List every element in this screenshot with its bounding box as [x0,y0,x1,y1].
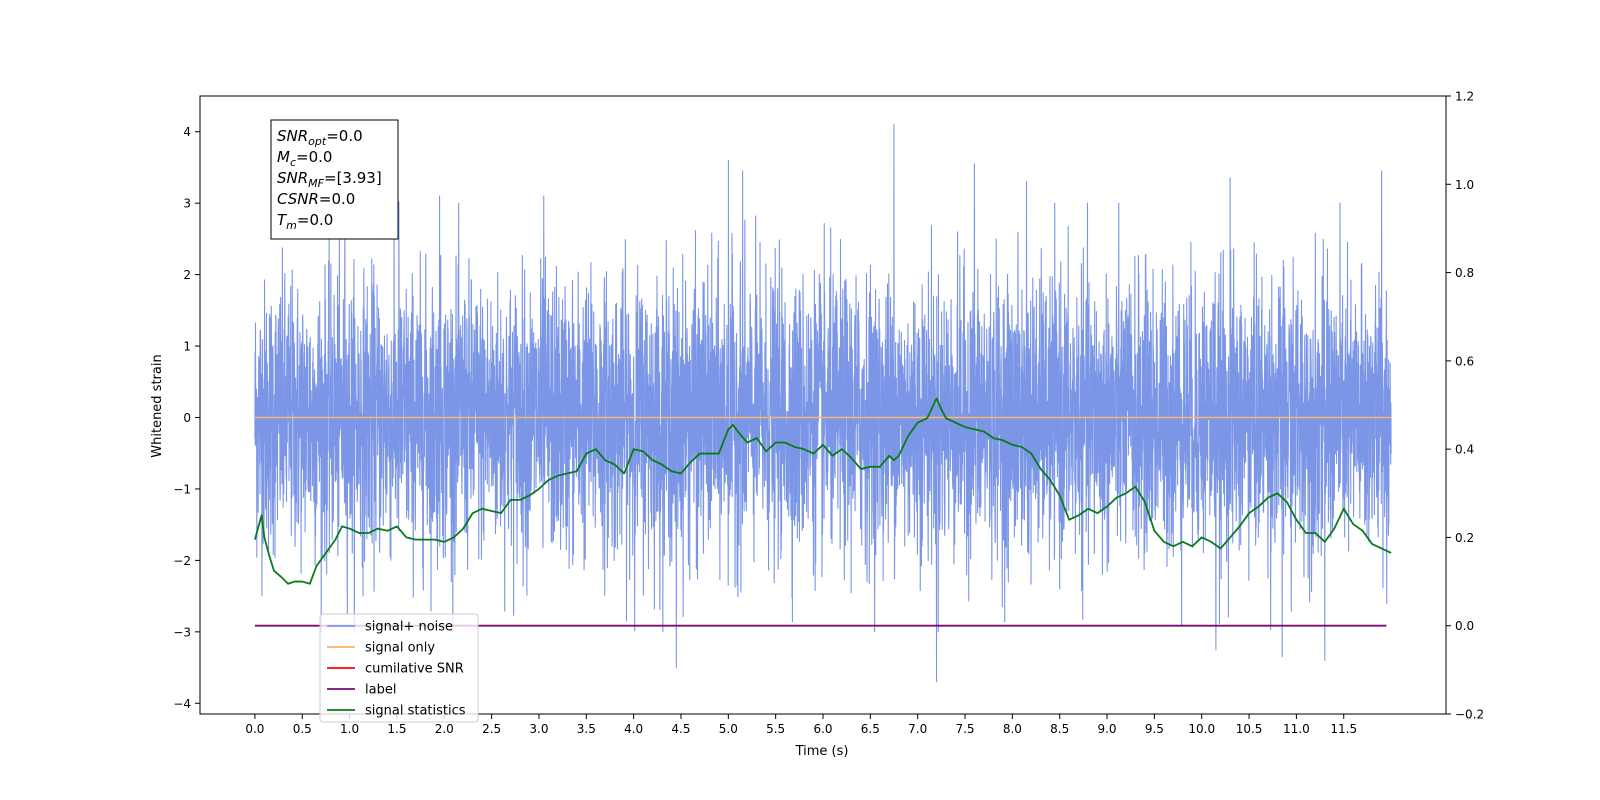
x-tick-label: 9.0 [1097,722,1116,736]
x-tick-label: 1.5 [387,722,406,736]
legend-entry: label [365,683,396,698]
y2-tick-label: 1.2 [1455,90,1474,104]
x-tick-label: 11.0 [1283,722,1310,736]
x-tick-label: 6.5 [861,722,880,736]
annotation-subscript: c [290,156,296,169]
x-tick-label: 1.0 [340,722,359,736]
annotation-line: CSNR=0.0 [277,190,355,208]
y-axis-right: 1.2 1.0 0.8 0.6 0.4 0.2 0.0 −0.2 [1446,90,1484,722]
annotation-symbol: SNR [277,127,308,145]
annotation-line: SNRMF=[3.93] [277,169,382,190]
legend-entry: signal only [365,641,435,656]
y2-tick-label: 0.6 [1455,354,1474,368]
annotation-line: Mc=0.0 [277,148,332,169]
y2-tick-label: −0.2 [1455,708,1484,722]
legend: signal+ noise signal only cumilative SNR la… [319,613,479,723]
annotation-symbol: T [277,211,288,229]
annotation-symbol: SNR [277,169,308,187]
series-signal-noise-line [254,124,1392,683]
annotation-symbol: M [277,148,290,166]
annotation-value: =[3.93] [324,169,382,187]
series-signal-statistics-line [254,397,1392,585]
y2-tick-label: 1.0 [1455,178,1474,192]
legend-entry: cumilative SNR [365,662,464,677]
annotation-subscript: m [286,219,297,232]
y-tick-label: −3 [173,625,191,639]
x-axis: 0.0 0.5 1.0 1.5 2.0 2.5 3.0 3.5 4.0 4.5 5.0 5.5 6.0 6… [245,714,1357,736]
x-axis-label: Time (s) [795,744,849,759]
x-tick-label: 6.0 [813,722,832,736]
x-tick-label: 5.0 [719,722,738,736]
x-tick-label: 7.5 [955,722,974,736]
annotation-subscript: opt [308,135,327,148]
x-tick-label: 10.5 [1236,722,1263,736]
x-tick-label: 3.0 [529,722,548,736]
annotation-line: SNRopt=0.0 [277,127,363,148]
y2-tick-label: 0.8 [1455,266,1474,280]
x-tick-label: 4.0 [624,722,643,736]
x-tick-label: 4.5 [671,722,690,736]
x-tick-label: 10.0 [1188,722,1215,736]
x-tick-label: 3.5 [577,722,596,736]
y-tick-label: −1 [173,482,191,496]
x-tick-label: 7.0 [908,722,927,736]
y2-tick-label: 0.0 [1455,619,1474,633]
y-tick-label: 2 [183,268,191,282]
legend-frame [319,613,479,723]
x-tick-label: 11.5 [1330,722,1357,736]
x-tick-label: 0.5 [293,722,312,736]
y-axis-label: Whitened strain [150,354,165,457]
y-tick-label: 4 [183,125,191,139]
y-axis-left: 4 3 2 1 0 −1 −2 −3 −4 [173,125,200,711]
y-tick-label: −2 [173,554,191,568]
annotation-symbol: CSNR [277,190,319,208]
x-tick-label: 8.0 [1003,722,1022,736]
y-tick-label: −4 [173,697,191,711]
annotation-value: =0.0 [296,148,332,166]
y2-tick-label: 0.2 [1455,531,1474,545]
annotation-line: Tm=0.0 [277,211,333,232]
x-tick-label: 5.5 [766,722,785,736]
x-tick-label: 8.5 [1050,722,1069,736]
x-tick-label: 0.0 [245,722,264,736]
annotation-value: =0.0 [319,190,355,208]
annotation-box: SNRopt=0.0Mc=0.0SNRMF=[3.93]CSNR=0.0Tm=0… [270,119,399,240]
annotation-value: =0.0 [326,127,362,145]
x-tick-label: 9.5 [1145,722,1164,736]
x-tick-label: 2.0 [435,722,454,736]
y2-tick-label: 0.4 [1455,443,1474,457]
annotation-frame [270,119,399,240]
annotation-subscript: MF [308,177,324,190]
x-tick-label: 2.5 [482,722,501,736]
y-tick-label: 1 [183,340,191,354]
legend-entry: signal statistics [365,704,466,719]
legend-entry: signal+ noise [365,620,453,635]
y-tick-label: 0 [183,411,191,425]
y-tick-label: 3 [183,197,191,211]
annotation-value: =0.0 [297,211,333,229]
